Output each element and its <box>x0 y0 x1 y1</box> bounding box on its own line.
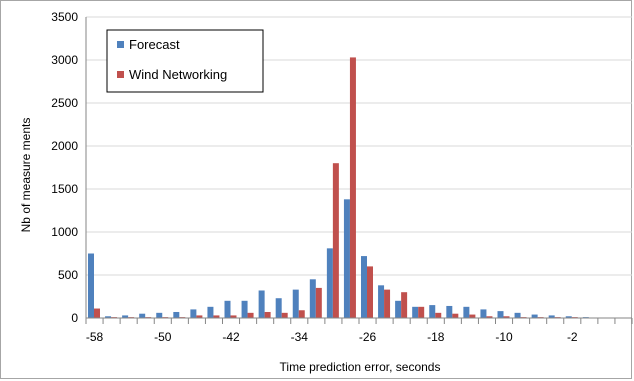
bar-forecast-27 <box>548 315 555 318</box>
bar-forecast-24 <box>497 311 504 318</box>
bar-wind-networking-16 <box>367 266 373 318</box>
bar-forecast-1 <box>105 316 112 318</box>
axes: 0 500 1000 1500 2000 2500 3000 3500 -58 -50 -42 -34… <box>51 10 633 344</box>
x-tick-label: -18 <box>427 330 445 344</box>
bar-wind-networking-10 <box>264 311 271 318</box>
bar-forecast-2 <box>122 315 129 318</box>
y-tick-label: 2000 <box>51 139 78 153</box>
bar-wind-networking-9 <box>247 312 254 318</box>
y-tick-label: 0 <box>71 311 78 325</box>
x-tick-label: -50 <box>154 330 172 344</box>
bar-wind-networking-20 <box>435 312 442 318</box>
x-tick-label: -10 <box>495 330 513 344</box>
legend-box <box>106 29 264 93</box>
bar-forecast-5 <box>173 311 180 318</box>
bar-wind-networking-7 <box>213 315 220 318</box>
y-tick-label: 1500 <box>51 182 78 196</box>
bar-wind-networking-8 <box>230 315 237 318</box>
bar-forecast-18 <box>395 300 402 318</box>
y-tick-label: 500 <box>58 268 78 282</box>
legend-swatch-forecast <box>117 41 124 48</box>
gridlines <box>86 16 632 276</box>
bar-forecast-16 <box>361 256 367 318</box>
x-tick-label: -2 <box>567 330 578 344</box>
bar-forecast-26 <box>531 314 538 318</box>
bar-wind-networking-11 <box>281 312 288 318</box>
bar-forecast-14 <box>326 248 333 318</box>
bar-forecast-21 <box>446 305 453 318</box>
bar-wind-networking-21 <box>452 313 459 318</box>
bar-wind-networking-13 <box>315 287 322 318</box>
bar-forecast-11 <box>275 298 282 318</box>
bar-wind-networking-6 <box>196 315 203 318</box>
x-tick-label: -34 <box>291 330 309 344</box>
bar-forecast-19 <box>412 306 419 318</box>
legend-label-forecast: Forecast <box>129 37 180 52</box>
bar-wind-networking-19 <box>418 306 425 318</box>
bar-wind-networking-12 <box>298 310 305 318</box>
bar-wind-networking-22 <box>469 314 476 318</box>
y-tick-label: 2500 <box>51 96 78 110</box>
bar-forecast-12 <box>292 289 299 318</box>
bar-wind-networking-15 <box>349 57 356 319</box>
bar-forecast-23 <box>480 309 487 318</box>
y-axis-title: Nb of measure ments <box>19 118 33 233</box>
bar-wind-networking-0 <box>94 308 100 318</box>
y-tick-label: 1000 <box>51 225 78 239</box>
bar-forecast-22 <box>463 306 470 318</box>
x-tick-label: -58 <box>86 330 104 344</box>
bar-forecast-20 <box>429 305 436 318</box>
bars <box>88 57 589 319</box>
legend: Forecast Wind Networking <box>106 29 264 93</box>
bar-wind-networking-18 <box>401 292 408 318</box>
bar-forecast-3 <box>139 313 146 318</box>
bar-forecast-6 <box>190 309 197 318</box>
x-tick-label: -42 <box>222 330 240 344</box>
bar-forecast-28 <box>565 316 572 318</box>
bar-forecast-9 <box>241 300 248 318</box>
bar-forecast-7 <box>207 306 214 318</box>
x-axis-title: Time prediction error, seconds <box>280 360 441 374</box>
bar-wind-networking-24 <box>503 316 510 318</box>
bar-wind-networking-23 <box>486 316 493 318</box>
bar-forecast-8 <box>224 300 231 318</box>
x-tick-label: -26 <box>359 330 377 344</box>
bar-forecast-10 <box>258 290 265 318</box>
bar-forecast-4 <box>156 312 163 318</box>
bar-forecast-0 <box>88 253 94 318</box>
bar-forecast-17 <box>378 285 385 318</box>
bar-forecast-13 <box>309 279 316 318</box>
bar-wind-networking-14 <box>332 163 339 318</box>
legend-label-wind-networking: Wind Networking <box>129 67 227 82</box>
y-tick-label: 3500 <box>51 10 78 24</box>
bar-wind-networking-17 <box>384 289 391 318</box>
y-tick-label: 3000 <box>51 53 78 67</box>
legend-swatch-wind-networking <box>117 71 124 78</box>
bar-forecast-25 <box>514 312 521 318</box>
bar-forecast-15 <box>343 199 350 318</box>
